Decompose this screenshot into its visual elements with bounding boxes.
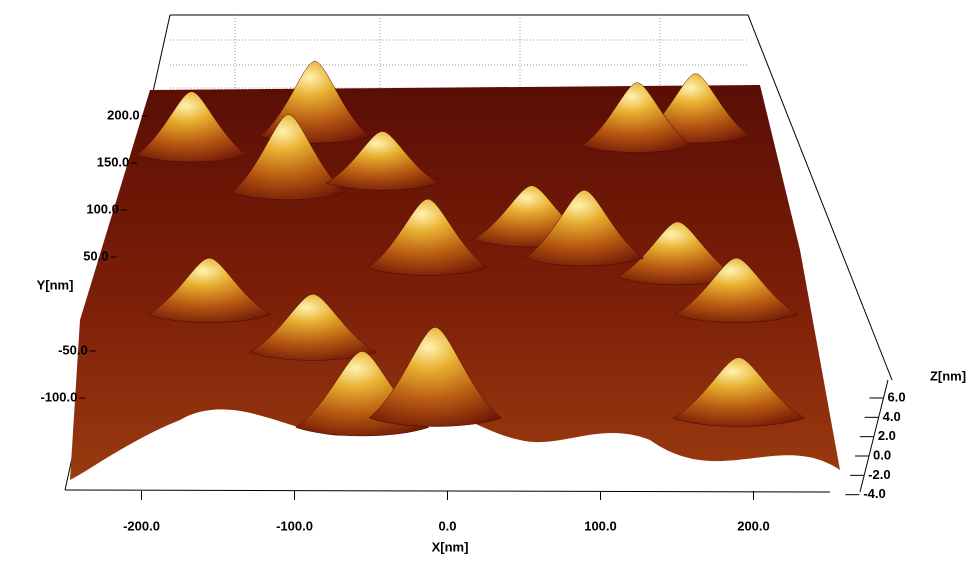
x-tick-label: 100.0 xyxy=(584,518,617,533)
x-tick-label: -100.0 xyxy=(276,518,313,533)
x-tick-label: 0.0 xyxy=(438,518,456,533)
y-tick-label: 200.0 xyxy=(107,107,140,122)
x-axis-title: X[nm] xyxy=(432,539,469,554)
y-axis-title: Y[nm] xyxy=(37,277,74,292)
y-tick-label: 100.0 xyxy=(86,201,119,216)
x-tick-label: -200.0 xyxy=(123,518,160,533)
y-tick-label: 50.0 xyxy=(83,248,108,263)
z-tick-label: 6.0 xyxy=(888,389,906,404)
z-tick-label: 0.0 xyxy=(873,447,891,462)
y-tick-label: -50.0 xyxy=(58,342,88,357)
z-tick-label: -2.0 xyxy=(868,467,890,482)
z-axis-title: Z[nm] xyxy=(930,368,966,383)
z-tick-label: 2.0 xyxy=(878,428,896,443)
y-tick-label: 150.0 xyxy=(97,154,130,169)
y-tick-label: -100.0 xyxy=(40,389,77,404)
z-tick-label: -4.0 xyxy=(863,486,885,501)
x-tick-label: 200.0 xyxy=(737,518,770,533)
chart: -200.0 -100.0 0.0 100.0 200.0 -100.0 -50.0 50.0… xyxy=(0,0,973,556)
z-tick-label: 4.0 xyxy=(883,409,901,424)
